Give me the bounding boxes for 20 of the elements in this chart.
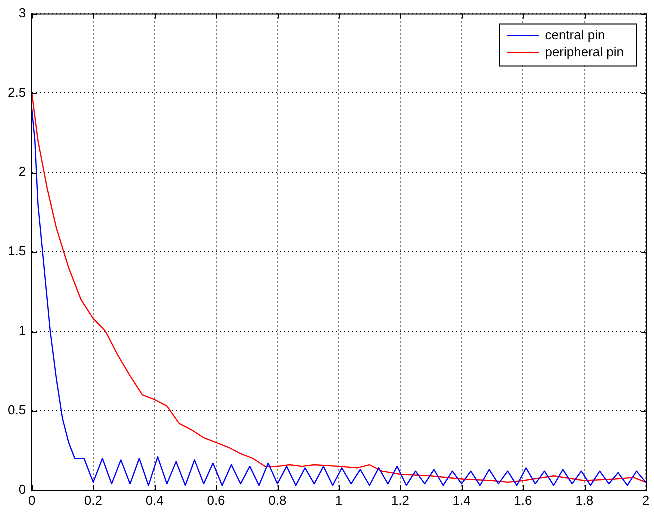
y-tick-label: 0 bbox=[18, 482, 26, 497]
legend-label: central pin bbox=[545, 27, 606, 42]
x-tick-label: 0.8 bbox=[268, 492, 287, 508]
x-tick-label: 1.8 bbox=[576, 492, 594, 508]
x-tick-label: 0.6 bbox=[207, 492, 226, 508]
x-tick-label: 1.6 bbox=[514, 492, 532, 508]
x-tick-label: 0.4 bbox=[146, 492, 164, 508]
y-tick-label: 3 bbox=[18, 5, 26, 20]
x-tick-label: 1.2 bbox=[391, 492, 410, 508]
y-tick-label: 0.5 bbox=[8, 402, 26, 418]
x-tick-label: 0.2 bbox=[84, 492, 103, 508]
x-tick-label: 1.4 bbox=[452, 492, 471, 508]
x-tick-label: 2 bbox=[642, 492, 650, 508]
y-tick-label: 2 bbox=[18, 164, 26, 180]
y-tick-label: 1 bbox=[18, 323, 26, 338]
y-tick-label: 1.5 bbox=[8, 244, 26, 259]
x-tick-label: 0 bbox=[28, 492, 36, 508]
x-tick-label: 1 bbox=[335, 492, 343, 508]
legend-label: peripheral pin bbox=[545, 44, 624, 60]
y-tick-label: 2.5 bbox=[8, 84, 26, 100]
